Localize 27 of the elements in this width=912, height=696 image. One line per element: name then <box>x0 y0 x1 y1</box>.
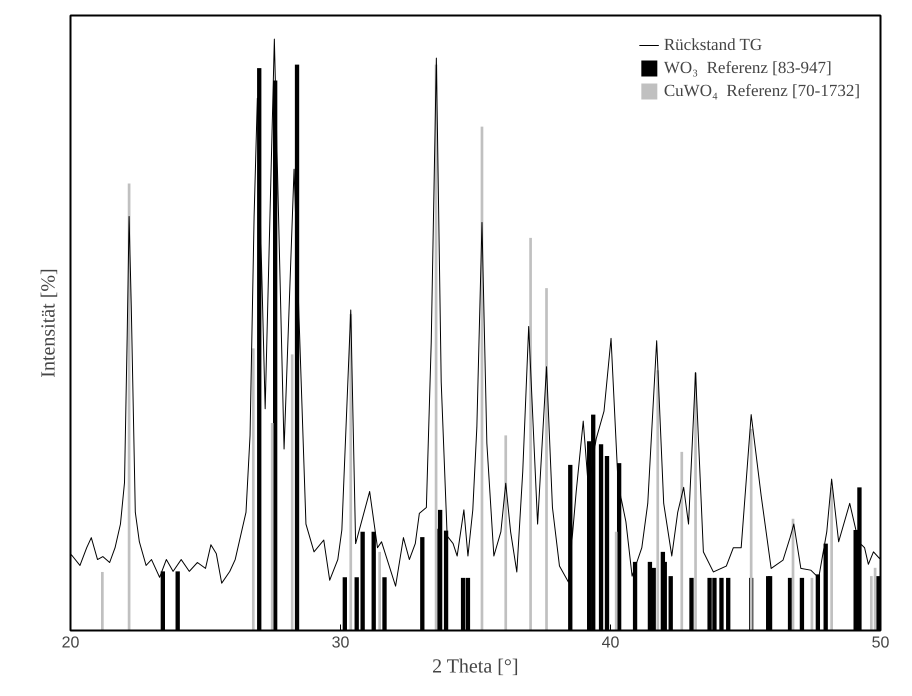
bar <box>810 578 814 630</box>
bar <box>270 422 274 630</box>
x-tick-label: 20 <box>62 634 80 652</box>
legend-label: WO₃ Referenz [83-947] <box>664 58 832 78</box>
bar <box>480 126 484 630</box>
bar <box>101 572 104 630</box>
bar <box>792 518 794 630</box>
legend-label: CuWO₄ Referenz [70-1732] <box>664 81 860 101</box>
bar <box>830 487 833 630</box>
x-tick-label: 50 <box>872 634 890 652</box>
bar <box>614 532 618 630</box>
bar <box>434 64 438 630</box>
bar <box>694 372 697 630</box>
legend-label: Rückstand TG <box>664 35 762 55</box>
bar <box>680 452 684 630</box>
bar <box>874 568 876 630</box>
x-tick-label: 30 <box>332 634 350 652</box>
y-axis-title: Intensität [%] <box>38 268 60 378</box>
bar <box>529 238 532 630</box>
x-axis-title: 2 Theta [°] <box>432 656 519 678</box>
bar <box>290 354 294 630</box>
x-tick-label: 40 <box>602 634 620 652</box>
bar <box>750 428 753 630</box>
bar <box>545 288 548 630</box>
bar <box>378 552 381 630</box>
bar <box>252 348 255 630</box>
bar <box>128 183 130 630</box>
